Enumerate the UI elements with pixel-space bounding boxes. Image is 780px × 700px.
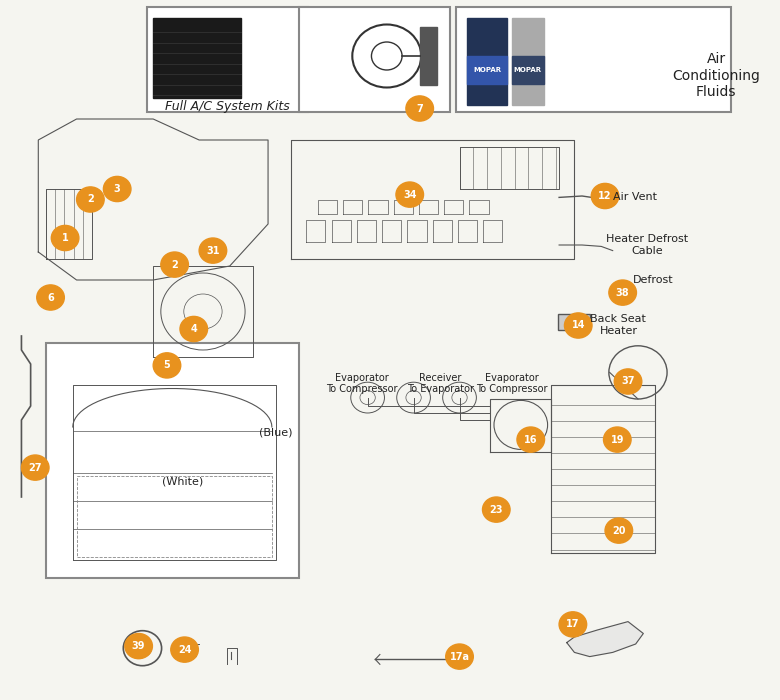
Text: Air
Conditioning
Fluids: Air Conditioning Fluids — [672, 52, 760, 99]
Text: 23: 23 — [490, 505, 503, 514]
FancyBboxPatch shape — [456, 7, 732, 112]
Circle shape — [396, 182, 424, 207]
Text: 5: 5 — [164, 360, 170, 370]
Circle shape — [125, 634, 152, 659]
Bar — [558, 314, 590, 330]
Circle shape — [104, 176, 131, 202]
FancyBboxPatch shape — [147, 7, 308, 112]
Circle shape — [445, 644, 473, 669]
Circle shape — [483, 497, 510, 522]
Bar — [512, 56, 544, 84]
Text: (White): (White) — [161, 477, 203, 486]
Text: MOPAR: MOPAR — [513, 67, 542, 73]
Circle shape — [604, 427, 631, 452]
Text: 27: 27 — [29, 463, 42, 473]
Circle shape — [609, 280, 636, 305]
Text: 2: 2 — [87, 195, 94, 204]
Circle shape — [565, 313, 592, 338]
Polygon shape — [567, 622, 643, 657]
Circle shape — [614, 369, 642, 394]
Bar — [467, 18, 507, 105]
Text: 38: 38 — [616, 288, 629, 298]
Circle shape — [76, 187, 105, 212]
Text: 19: 19 — [611, 435, 624, 444]
Circle shape — [591, 183, 619, 209]
Text: 39: 39 — [132, 641, 145, 651]
Circle shape — [161, 252, 189, 277]
Text: 1: 1 — [62, 233, 69, 243]
Text: 4: 4 — [190, 324, 197, 334]
Circle shape — [51, 225, 79, 251]
Text: 20: 20 — [612, 526, 626, 536]
Bar — [467, 56, 507, 84]
Text: Back Seat
Heater: Back Seat Heater — [590, 314, 647, 335]
Circle shape — [406, 96, 434, 121]
Bar — [153, 18, 241, 98]
Bar — [512, 18, 544, 105]
Text: 16: 16 — [524, 435, 537, 444]
Text: Receiver
To Evaporator: Receiver To Evaporator — [407, 373, 474, 394]
Circle shape — [171, 637, 198, 662]
FancyBboxPatch shape — [46, 343, 299, 578]
Text: 14: 14 — [572, 321, 585, 330]
Text: Evaporator
To Compressor: Evaporator To Compressor — [476, 373, 548, 394]
Circle shape — [559, 612, 587, 637]
Text: Full A/C System Kits: Full A/C System Kits — [165, 100, 290, 113]
Text: 2: 2 — [172, 260, 178, 270]
Text: Defrost: Defrost — [633, 275, 673, 285]
FancyBboxPatch shape — [299, 7, 450, 112]
Text: 34: 34 — [403, 190, 417, 200]
Circle shape — [199, 238, 227, 263]
Text: MOPAR: MOPAR — [473, 67, 502, 73]
Text: 3: 3 — [114, 184, 121, 194]
Bar — [76, 476, 272, 556]
Circle shape — [21, 455, 49, 480]
Text: Heater Defrost
Cable: Heater Defrost Cable — [606, 234, 688, 255]
Text: 6: 6 — [47, 293, 54, 302]
Text: 24: 24 — [178, 645, 191, 654]
Text: 17: 17 — [566, 620, 580, 629]
Circle shape — [180, 316, 207, 342]
Text: 12: 12 — [598, 191, 612, 201]
Circle shape — [153, 353, 181, 378]
Text: (Blue): (Blue) — [259, 428, 292, 438]
Text: 7: 7 — [417, 104, 423, 113]
Text: Air Vent: Air Vent — [613, 193, 658, 202]
Bar — [420, 27, 437, 85]
Circle shape — [517, 427, 544, 452]
Text: 17a: 17a — [449, 652, 470, 662]
Text: Evaporator
To Compressor: Evaporator To Compressor — [327, 373, 398, 394]
Circle shape — [37, 285, 64, 310]
Circle shape — [605, 518, 633, 543]
Text: 31: 31 — [206, 246, 220, 256]
Text: 37: 37 — [621, 377, 635, 386]
